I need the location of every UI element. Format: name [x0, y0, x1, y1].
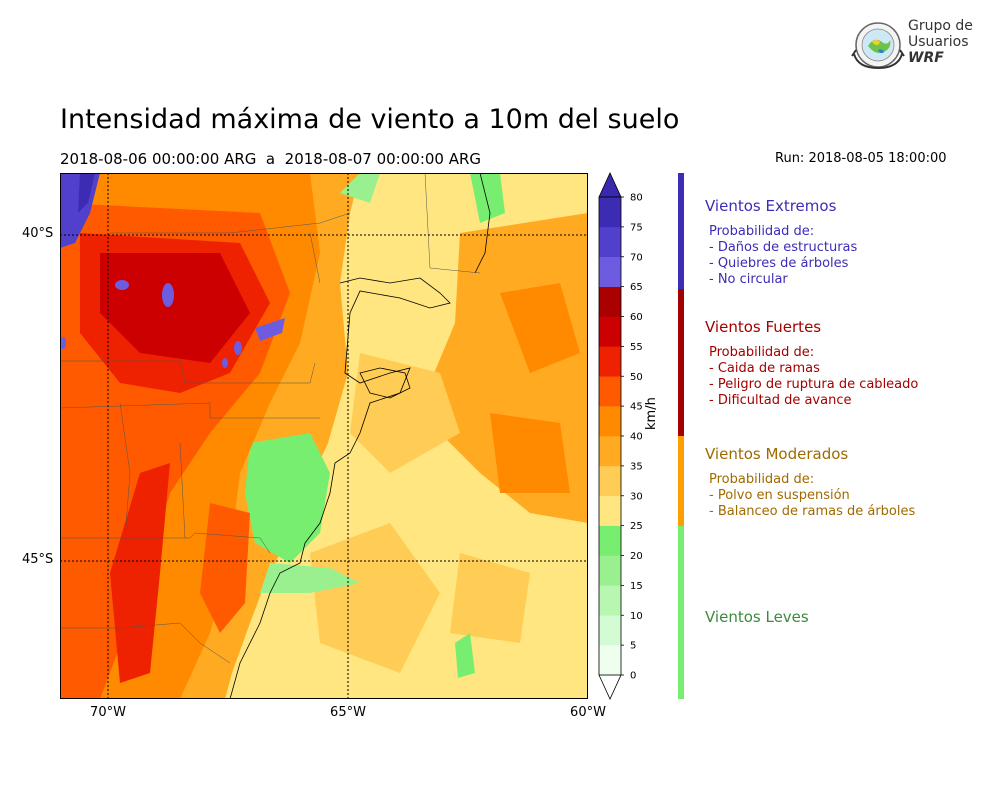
colorbar-tick-label: 15 — [630, 581, 643, 592]
colorbar-tick-label: 40 — [630, 432, 643, 443]
colorbar-tick-label: 0 — [630, 671, 636, 682]
colorbar-tick-label: 45 — [630, 402, 643, 413]
colorbar-segment — [599, 436, 621, 467]
legend-bar-leves — [678, 526, 684, 699]
category-title: Vientos Leves — [705, 608, 809, 626]
category-line: Probabilidad de: — [709, 472, 815, 487]
lon-label-60w: 60°W — [570, 705, 606, 720]
colorbar-segment — [599, 465, 621, 497]
colorbar-segments — [598, 172, 622, 700]
wind-field — [60, 173, 588, 699]
category-title: Vientos Moderados — [705, 445, 849, 463]
colorbar-segment — [599, 286, 621, 317]
category-line: - Quiebres de árboles — [709, 256, 849, 271]
colorbar-segment — [599, 615, 621, 646]
grupo-wrf-logo — [851, 22, 905, 70]
colorbar-tick-label: 25 — [630, 521, 643, 532]
colorbar-segment — [599, 555, 621, 586]
category-line: - Caida de ramas — [709, 361, 820, 376]
colorbar-over-extension — [598, 172, 622, 198]
colorbar-tick-label: 5 — [630, 641, 636, 652]
category-extremos: Vientos Extremos Probabilidad de: - Daño… — [705, 197, 857, 288]
category-line: - Dificultad de avance — [709, 393, 852, 408]
logo-line-1: Grupo de — [908, 18, 973, 34]
category-line: Probabilidad de: — [709, 345, 815, 360]
legend-bar-fuertes — [678, 289, 684, 436]
province-boundaries — [60, 173, 481, 664]
coastlines — [229, 173, 491, 699]
category-line: - Polvo en suspensión — [709, 488, 850, 503]
legend-bar-extremos — [678, 173, 684, 289]
colorbar-tick-label: 65 — [630, 282, 643, 293]
lat-label-45s: 45°S — [22, 552, 54, 567]
category-line: - No circular — [709, 272, 788, 287]
colorbar-segment — [599, 406, 621, 437]
category-line: Probabilidad de: — [709, 224, 815, 239]
map-border — [60, 173, 588, 699]
colorbar-segment — [599, 226, 621, 258]
colorbar-tick-label: 80 — [630, 193, 643, 204]
colorbar-tick-label: 35 — [630, 461, 643, 472]
colorbar-segment — [599, 197, 621, 228]
colorbar-ticks: 0 5 10 15 20 25 30 35 40 45 50 55 60 65 70 75 80 — [621, 193, 643, 682]
colorbar-units: km/h — [644, 397, 659, 430]
colorbar-under-extension — [598, 674, 622, 700]
colorbar-segment — [599, 376, 621, 407]
date-range-subtitle: 2018-08-06 00:00:00 ARG a 2018-08-07 00:… — [60, 150, 482, 168]
category-title: Vientos Fuertes — [705, 318, 822, 336]
logo-line-3: WRF — [908, 50, 944, 66]
category-line: - Balanceo de ramas de árboles — [709, 504, 916, 519]
category-moderados: Vientos Moderados Probabilidad de: - Pol… — [705, 445, 915, 520]
colorbar-segment — [599, 256, 621, 287]
logo-line-2: Usuarios — [908, 34, 969, 50]
lat-label-40s: 40°S — [22, 226, 54, 241]
colorbar-segment — [599, 495, 621, 526]
colorbar-tick-label: 70 — [630, 252, 643, 263]
run-timestamp: Run: 2018-08-05 18:00:00 — [775, 151, 947, 166]
category-line: - Daños de estructuras — [709, 240, 858, 255]
lon-label-65w: 65°W — [330, 705, 366, 720]
category-title: Vientos Extremos — [705, 197, 837, 215]
wind-intensity-map — [60, 173, 588, 699]
legend-bar-moderados — [678, 436, 684, 526]
colorbar-segment — [599, 585, 621, 616]
colorbar-tick-label: 10 — [630, 611, 643, 622]
colorbar-tick-label: 60 — [630, 312, 643, 323]
colorbar-tick-label: 50 — [630, 372, 643, 383]
colorbar-segment — [599, 346, 621, 377]
logo-text: Grupo de Usuarios WRF — [908, 18, 973, 66]
colorbar-segment — [599, 645, 621, 676]
chart-title: Intensidad máxima de viento a 10m del su… — [60, 104, 680, 135]
colorbar-tick-label: 30 — [630, 491, 643, 502]
colorbar-segment — [599, 316, 621, 347]
colorbar-tick-label: 20 — [630, 551, 643, 562]
wind-colorbar: 0 5 10 15 20 25 30 35 40 45 50 55 60 65 70 75 80 — [598, 172, 643, 700]
graticule — [60, 173, 588, 699]
category-leves: Vientos Leves — [705, 608, 809, 626]
category-fuertes: Vientos Fuertes Probabilidad de: - Caida… — [705, 318, 918, 409]
colorbar-tick-label: 75 — [630, 222, 643, 233]
category-line: - Peligro de ruptura de cableado — [709, 377, 919, 392]
colorbar-tick-label: 55 — [630, 342, 643, 353]
colorbar-segment — [599, 525, 621, 556]
lon-label-70w: 70°W — [90, 705, 126, 720]
